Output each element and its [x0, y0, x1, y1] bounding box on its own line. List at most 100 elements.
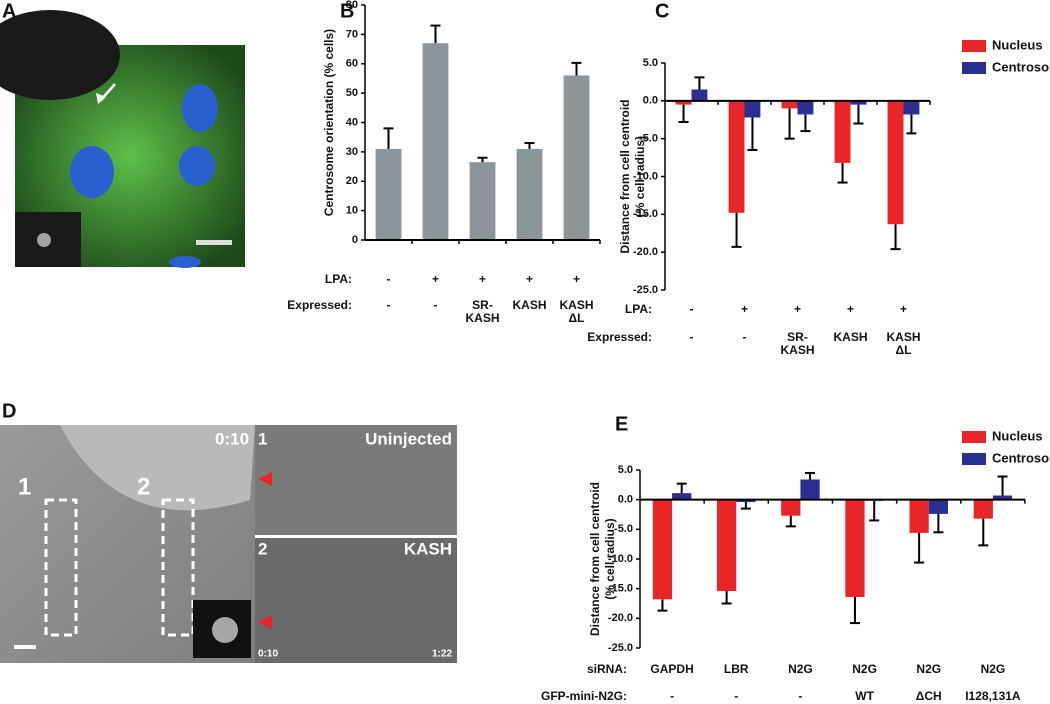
x-tick-label: + — [794, 302, 801, 316]
y-tick-label: -5.0 — [639, 133, 658, 145]
bar — [652, 499, 673, 600]
x-tick-label: - — [743, 330, 747, 344]
x-tick-label: + — [573, 272, 580, 286]
y-tick-label: -25.0 — [633, 284, 658, 296]
row-label: Expressed: — [587, 330, 652, 344]
y-tick-label: 5.0 — [643, 57, 658, 69]
y-tick-label: -25.0 — [608, 642, 633, 654]
x-tick-label: N2G — [916, 662, 941, 676]
x-tick-label: KASH ΔL — [559, 298, 593, 325]
x-tick-label: SR-KASH — [465, 298, 499, 325]
x-tick-label: KASH — [512, 298, 546, 312]
y-tick-label: -10.0 — [633, 170, 658, 182]
y-tick-label: 80 — [346, 0, 358, 11]
panel-letter: C — [655, 0, 669, 22]
legend-swatch — [962, 431, 986, 443]
legend-label: Centrosome — [992, 450, 1050, 465]
x-tick-label: - — [434, 298, 438, 312]
x-tick-label: - — [387, 272, 391, 286]
bar — [691, 89, 708, 101]
strip-label: KASH — [404, 539, 452, 558]
x-tick-label: + — [526, 272, 533, 286]
bar — [728, 100, 745, 213]
y-axis-label: (% cell radius) — [633, 136, 647, 217]
bar — [781, 499, 801, 516]
bar — [800, 479, 820, 500]
x-tick-label: LBR — [724, 662, 749, 676]
x-tick-label: KASH ΔL — [886, 330, 920, 357]
timestamp: 1:22 — [432, 649, 452, 660]
x-tick-label: N2G — [788, 662, 813, 676]
y-tick-label: 10 — [346, 205, 358, 217]
bar — [973, 499, 993, 519]
x-tick-label: - — [690, 302, 694, 316]
region-label: 2 — [137, 473, 150, 500]
y-tick-label: -10.0 — [608, 553, 633, 565]
y-axis-label: Centrosome orientation (% cells) — [322, 29, 336, 216]
x-tick-label: + — [847, 302, 854, 316]
x-tick-label: KASH — [833, 330, 867, 344]
panel-letter: D — [2, 400, 16, 422]
bar — [909, 499, 929, 533]
bar — [375, 148, 402, 240]
strip-label: Uninjected — [365, 429, 452, 448]
y-tick-label: 20 — [346, 175, 358, 187]
strip-number: 1 — [258, 429, 267, 448]
region-label: 1 — [18, 473, 31, 500]
y-axis-label: (% cell radius) — [603, 518, 617, 599]
y-tick-label: -15.0 — [608, 583, 633, 595]
y-tick-label: 5.0 — [618, 464, 633, 476]
x-tick-label: + — [741, 302, 748, 316]
legend-swatch — [962, 40, 986, 52]
panel-letter: E — [615, 413, 628, 435]
bar — [744, 100, 761, 118]
bar — [563, 75, 590, 240]
y-tick-label: 0 — [352, 234, 358, 246]
bar — [903, 100, 920, 115]
y-tick-label: 30 — [346, 146, 358, 158]
bar — [850, 100, 867, 105]
panel-letter: A — [2, 0, 16, 22]
legend-label: Nucleus — [992, 428, 1043, 443]
x-tick-label: WT — [855, 689, 874, 703]
x-tick-label: + — [900, 302, 907, 316]
legend-label: Centrosome — [992, 59, 1050, 74]
x-tick-label: - — [387, 298, 391, 312]
bar — [469, 162, 496, 240]
micrograph-a — [0, 10, 245, 268]
x-tick-label: N2G — [981, 662, 1006, 676]
bar — [797, 100, 814, 115]
y-tick-label: -15.0 — [633, 208, 658, 220]
x-tick-label: I128,131A — [965, 689, 1021, 703]
y-tick-label: 40 — [346, 116, 358, 128]
y-tick-label: 60 — [346, 58, 358, 70]
legend-swatch — [962, 453, 986, 465]
x-tick-label: + — [479, 272, 486, 286]
row-label: Expressed: — [287, 298, 352, 312]
legend-swatch — [962, 62, 986, 74]
row-label: LPA: — [325, 272, 352, 286]
y-tick-label: 70 — [346, 28, 358, 40]
bar — [736, 499, 756, 503]
bar — [781, 100, 798, 109]
row-label: LPA: — [625, 302, 652, 316]
bar — [928, 499, 948, 514]
bar — [845, 499, 865, 597]
x-tick-label: - — [670, 689, 674, 703]
panel-letter: B — [340, 0, 354, 22]
y-axis-label: Distance from cell centroid — [618, 99, 632, 253]
x-tick-label: + — [432, 272, 439, 286]
y-tick-label: -5.0 — [614, 523, 633, 535]
bar — [834, 100, 851, 163]
x-tick-label: - — [798, 689, 802, 703]
x-tick-label: ΔCH — [916, 689, 942, 703]
bar — [516, 148, 543, 240]
x-tick-label: GAPDH — [650, 662, 693, 676]
y-tick-label: -20.0 — [633, 246, 658, 258]
y-tick-label: -20.0 — [608, 612, 633, 624]
x-tick-label: - — [690, 330, 694, 344]
timestamp: 0:10 — [258, 649, 278, 660]
y-axis-label: Distance from cell centroid — [588, 482, 602, 636]
micrograph-d — [0, 425, 457, 663]
